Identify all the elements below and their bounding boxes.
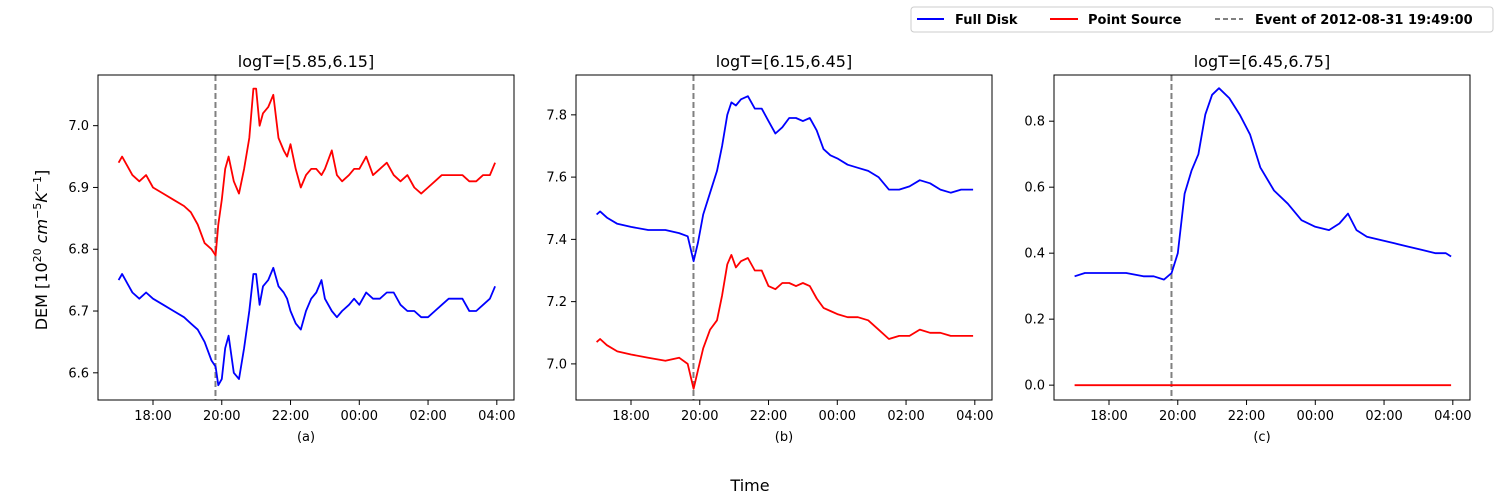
panel-c-ytick-label: 0.6 (1024, 181, 1045, 196)
panel-c-xtick-label: 00:00 (1297, 409, 1334, 424)
panel-b-xtick-label: 00:00 (819, 409, 856, 424)
panel-b: logT=[6.15,6.45] 18:00 20:00 22:00 00:00 02:0… (546, 52, 993, 445)
panel-a-xtick-label: 04:00 (478, 409, 515, 424)
panel-b-title: logT=[6.15,6.45] (716, 52, 852, 71)
panel-c-xtick-label: 04:00 (1434, 409, 1471, 424)
panel-a-xtick-label: 02:00 (409, 409, 446, 424)
panel-b-label: (b) (775, 430, 793, 445)
panel-a-ytick-label: 6.8 (68, 243, 89, 258)
legend: Full Disk Point Source Event of 2012-08-… (910, 6, 1494, 33)
panel-c-label: (c) (1253, 430, 1270, 445)
panel-b-xtick-label: 22:00 (750, 409, 787, 424)
panel-a-ytick-label: 6.7 (68, 305, 89, 320)
panel-c-full-disk-line (1074, 87, 1452, 281)
legend-full-disk-label: Full Disk (955, 13, 1018, 28)
panel-c-xtick-label: 20:00 (1159, 409, 1196, 424)
panel-a-ytick-label: 6.9 (68, 181, 89, 196)
panel-b-ytick-label: 7.6 (546, 171, 567, 186)
panel-a-full-disk-line (117, 266, 496, 387)
panel-a-xtick-label: 22:00 (272, 409, 309, 424)
panel-c-frame (1053, 74, 1471, 401)
panel-c-ytick-label: 0.0 (1024, 379, 1045, 394)
panel-c: logT=[6.45,6.75] 18:00 20:00 22:00 00:00 02:0… (1024, 52, 1471, 445)
panel-a-label: (a) (297, 430, 315, 445)
panel-b-xtick-label: 04:00 (956, 409, 993, 424)
panel-c-xtick-label: 02:00 (1365, 409, 1402, 424)
panel-a-point-source-line (117, 87, 496, 257)
panel-b-ytick-label: 7.0 (546, 357, 567, 372)
y-axis-label: DEM [1020 cm−5K−1] (31, 170, 51, 331)
x-axis-label: Time (729, 476, 769, 495)
panel-a-xtick-label: 18:00 (134, 409, 171, 424)
panel-c-xtick-label: 18:00 (1090, 409, 1127, 424)
panel-b-ytick-label: 7.4 (546, 233, 567, 248)
panel-a-ytick-label: 7.0 (68, 119, 89, 134)
panel-c-ytick-label: 0.2 (1024, 313, 1045, 328)
panel-c-ytick-label: 0.4 (1024, 247, 1045, 262)
legend-event-label: Event of 2012-08-31 19:49:00 (1255, 13, 1473, 28)
panel-b-xtick-label: 02:00 (887, 409, 924, 424)
panel-b-xtick-label: 18:00 (612, 409, 649, 424)
panel-a-title: logT=[5.85,6.15] (238, 52, 374, 71)
legend-frame (910, 6, 1494, 33)
panel-a-frame (97, 74, 515, 401)
panel-a-xtick-label: 20:00 (203, 409, 240, 424)
panel-b-ytick-label: 7.2 (546, 295, 567, 310)
panel-c-title: logT=[6.45,6.75] (1194, 52, 1330, 71)
panel-a-ytick-label: 6.6 (68, 366, 89, 381)
panel-b-ytick-label: 7.8 (546, 108, 567, 123)
panel-a: logT=[5.85,6.15] 18:00 20:00 22:00 00:00 02:0… (68, 52, 515, 445)
panel-b-xtick-label: 20:00 (681, 409, 718, 424)
legend-point-source-label: Point Source (1088, 13, 1182, 28)
panel-b-point-source-line (596, 253, 974, 390)
panel-b-frame (575, 74, 993, 401)
panel-b-full-disk-line (596, 95, 974, 263)
panel-a-xtick-label: 00:00 (341, 409, 378, 424)
panel-c-ytick-label: 0.8 (1024, 115, 1045, 130)
panel-c-xtick-label: 22:00 (1228, 409, 1265, 424)
